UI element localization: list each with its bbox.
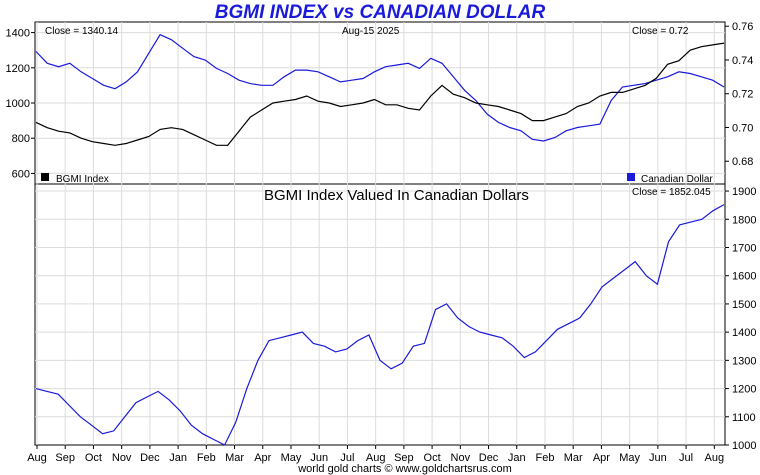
- x-tick-label: Oct: [85, 452, 102, 464]
- y-left-tick-label: 800: [12, 133, 30, 145]
- x-tick-label: Jan: [169, 452, 187, 464]
- y-right-tick-label: 0.70: [732, 122, 753, 134]
- chart-title: BGMI INDEX vs CANADIAN DOLLAR: [214, 2, 546, 23]
- y-right-tick-label: 1200: [732, 384, 756, 396]
- y-right-tick-label: 1600: [732, 271, 756, 283]
- x-tick-label: Aug: [27, 452, 47, 464]
- x-tick-label: Feb: [535, 452, 554, 464]
- x-tick-label: Feb: [197, 452, 216, 464]
- axes: Aug Sep Oct Nov Dec Jan Feb Mar Apr May Jun Jul Aug S…: [6, 21, 757, 464]
- series-lines: [35, 33, 725, 446]
- x-tick-label: Nov: [451, 452, 471, 464]
- x-tick-label: Sep: [55, 452, 75, 464]
- y-right-tick-label: 1000: [732, 440, 756, 452]
- x-tick-label: Jul: [679, 452, 693, 464]
- x-tick-label: Oct: [424, 452, 441, 464]
- bottom-panel: [34, 183, 726, 446]
- legend-swatch-bgmi: [41, 173, 49, 181]
- series-line-bgmi-index-valued-in-canadian-dollars: [35, 204, 725, 446]
- y-right-tick-label: 1500: [732, 299, 756, 311]
- y-right-tick-label: 0.74: [732, 55, 753, 67]
- x-tick-label: Jun: [649, 452, 667, 464]
- bottom-close-label: Close = 1852.045: [632, 187, 711, 198]
- footer-credit: world gold charts © www.goldchartsrus.co…: [297, 463, 512, 475]
- y-right-tick-label: 0.68: [732, 156, 753, 168]
- y-left-tick-label: 1400: [6, 28, 30, 40]
- legend-swatch-cad: [627, 173, 635, 181]
- x-tick-label: Mar: [225, 452, 244, 464]
- series-line-bgmi-index: [35, 42, 725, 146]
- x-tick-label: Apr: [254, 452, 271, 464]
- close-right-label: Close = 0.72: [632, 26, 689, 37]
- x-tick-label: Nov: [112, 452, 132, 464]
- y-right-tick-label: 1300: [732, 355, 756, 367]
- x-tick-label: Jun: [310, 452, 328, 464]
- x-tick-label: May: [619, 452, 640, 464]
- x-tick-label: Aug: [366, 452, 386, 464]
- x-tick-label: Aug: [705, 452, 725, 464]
- bottom-subtitle: BGMI Index Valued In Canadian Dollars: [264, 187, 529, 204]
- legend-cad: Canadian Dollar: [641, 174, 713, 185]
- date-label: Aug-15 2025: [342, 26, 400, 37]
- y-right-tick-label: 1100: [732, 412, 756, 424]
- y-right-tick-label: 1700: [732, 242, 756, 254]
- x-tick-label: Dec: [140, 452, 160, 464]
- y-right-tick-label: 1400: [732, 327, 756, 339]
- close-left-label: Close = 1340.14: [45, 26, 119, 37]
- x-tick-label: Sep: [394, 452, 414, 464]
- x-tick-label: Mar: [564, 452, 583, 464]
- y-left-tick-label: 1200: [6, 63, 30, 75]
- y-right-tick-label: 0.76: [732, 21, 753, 33]
- grid: [35, 22, 725, 445]
- y-left-tick-label: 600: [12, 168, 30, 180]
- y-right-tick-label: 0.72: [732, 89, 753, 101]
- x-tick-label: Jul: [340, 452, 354, 464]
- x-tick-label: Jan: [508, 452, 526, 464]
- x-tick-label: Dec: [479, 452, 499, 464]
- y-right-tick-label: 1900: [732, 186, 756, 198]
- y-left-tick-label: 1000: [6, 98, 30, 110]
- series-line-canadian-dollar: [35, 33, 725, 142]
- legend-bgmi: BGMI Index: [56, 174, 109, 185]
- x-tick-label: Apr: [593, 452, 610, 464]
- x-tick-label: May: [281, 452, 302, 464]
- y-right-tick-label: 1800: [732, 214, 756, 226]
